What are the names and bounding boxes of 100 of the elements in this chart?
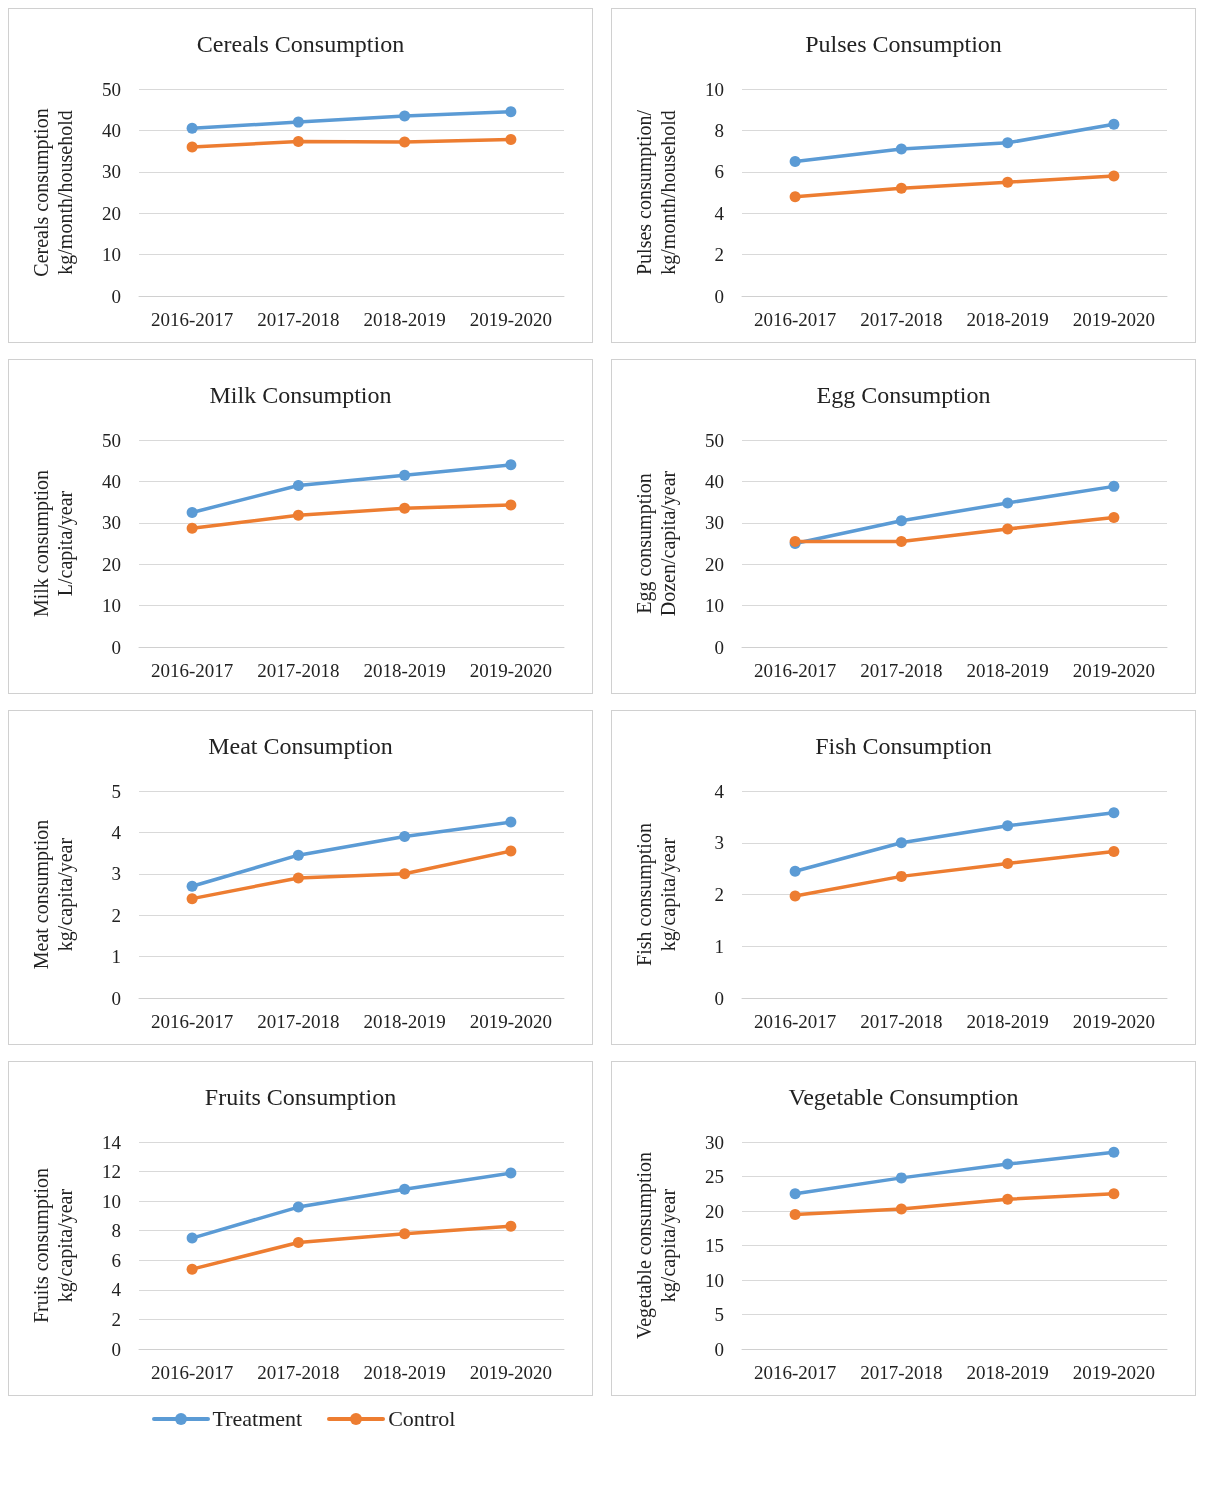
point <box>789 890 801 902</box>
y-axis-title: Cereals consumption kg/month/household <box>30 108 77 277</box>
point <box>1108 170 1120 182</box>
x-tick-label: 2019-2020 <box>469 660 553 681</box>
legend-label: Control <box>388 1406 456 1432</box>
y-tick-label: 10 <box>102 244 121 266</box>
x-tick-label: 2017-2018 <box>257 309 340 330</box>
x-tick-label: 2017-2018 <box>257 1011 340 1032</box>
y-tick-label: 20 <box>102 553 121 575</box>
point <box>895 837 907 849</box>
point <box>1108 480 1120 492</box>
y-tick-label: 0 <box>111 636 121 658</box>
x-tick-label: 2016-2017 <box>753 1011 837 1032</box>
x-tick-label: 2018-2019 <box>363 1362 446 1383</box>
y-tick-label: 10 <box>102 595 121 617</box>
y-tick-label: 30 <box>102 512 121 534</box>
x-tick-label: 2018-2019 <box>966 1362 1049 1383</box>
x-tick-label: 2017-2018 <box>257 660 340 681</box>
point <box>505 1167 517 1179</box>
y-tick-label: 8 <box>111 1220 121 1242</box>
y-tick-label: 10 <box>705 595 724 617</box>
y-tick-label: 15 <box>705 1235 724 1256</box>
x-tick-label: 2019-2020 <box>1072 1362 1156 1383</box>
y-tick-label: 40 <box>102 119 121 141</box>
point <box>399 1183 411 1195</box>
point <box>1108 807 1120 819</box>
chart-title: Milk Consumption <box>209 382 392 408</box>
point <box>186 1263 198 1275</box>
x-tick-label: 2016-2017 <box>753 309 837 330</box>
point <box>186 141 198 153</box>
y-tick-label: 40 <box>705 470 724 492</box>
point <box>895 515 907 527</box>
y-axis-title: Egg consumption Dozen/capita/year <box>633 470 680 617</box>
point <box>186 122 198 134</box>
point <box>186 880 198 892</box>
point <box>399 502 411 514</box>
point <box>399 469 411 481</box>
point <box>292 872 304 884</box>
x-tick-label: 2019-2020 <box>469 309 553 330</box>
x-tick-label: 2016-2017 <box>150 660 234 681</box>
legend-label: Treatment <box>212 1406 303 1432</box>
point <box>1108 846 1120 858</box>
x-tick-label: 2018-2019 <box>363 309 446 330</box>
point <box>505 106 517 118</box>
point <box>505 845 517 857</box>
y-tick-label: 8 <box>714 119 724 141</box>
point <box>1002 857 1014 869</box>
chart-title: Vegetable Consumption <box>788 1084 1019 1110</box>
point <box>1108 118 1120 130</box>
point <box>789 1208 801 1220</box>
y-tick-label: 30 <box>705 1131 724 1153</box>
y-tick-label: 2 <box>714 884 724 905</box>
chart-title: Fruits Consumption <box>204 1084 397 1110</box>
y-tick-label: 4 <box>714 202 725 224</box>
y-tick-label: 25 <box>705 1166 724 1187</box>
point <box>895 535 907 547</box>
point <box>505 1220 517 1232</box>
y-tick-label: 10 <box>705 1269 724 1291</box>
y-axis-title: Pulses consumption/ kg/month/household <box>633 109 680 276</box>
x-tick-label: 2016-2017 <box>150 1362 234 1383</box>
point <box>399 136 411 148</box>
y-tick-label: 4 <box>714 780 725 802</box>
y-tick-label: 0 <box>714 285 724 307</box>
point <box>186 522 198 534</box>
chart-title: Fish Consumption <box>815 733 992 759</box>
point <box>505 816 517 828</box>
x-tick-label: 2017-2018 <box>860 660 943 681</box>
y-tick-label: 2 <box>111 1308 121 1330</box>
point <box>895 1203 907 1215</box>
y-tick-label: 6 <box>111 1249 121 1271</box>
point <box>292 509 304 521</box>
y-tick-label: 12 <box>102 1161 121 1183</box>
point <box>292 116 304 128</box>
point <box>895 870 907 882</box>
x-tick-label: 2018-2019 <box>363 1011 446 1032</box>
y-tick-label: 0 <box>111 1338 121 1360</box>
point <box>895 182 907 194</box>
y-tick-label: 50 <box>102 429 121 451</box>
x-tick-label: 2019-2020 <box>1072 660 1156 681</box>
point <box>789 865 801 877</box>
point <box>1002 176 1014 188</box>
y-tick-label: 10 <box>705 78 724 100</box>
x-tick-label: 2018-2019 <box>966 660 1049 681</box>
y-tick-label: 3 <box>111 863 121 885</box>
point <box>1108 1146 1120 1158</box>
point <box>399 831 411 843</box>
y-tick-label: 30 <box>705 512 724 534</box>
y-tick-label: 1 <box>111 946 121 968</box>
point <box>895 143 907 155</box>
point <box>1002 820 1014 832</box>
point <box>292 1237 304 1249</box>
y-tick-label: 30 <box>102 161 121 183</box>
point <box>789 191 801 203</box>
x-tick-label: 2019-2020 <box>1072 309 1156 330</box>
x-tick-label: 2017-2018 <box>860 309 943 330</box>
x-tick-label: 2019-2020 <box>1072 1011 1156 1032</box>
y-tick-label: 20 <box>102 202 121 224</box>
y-tick-label: 2 <box>714 244 724 266</box>
chart-title: Meat Consumption <box>208 733 393 759</box>
point <box>1002 497 1014 509</box>
